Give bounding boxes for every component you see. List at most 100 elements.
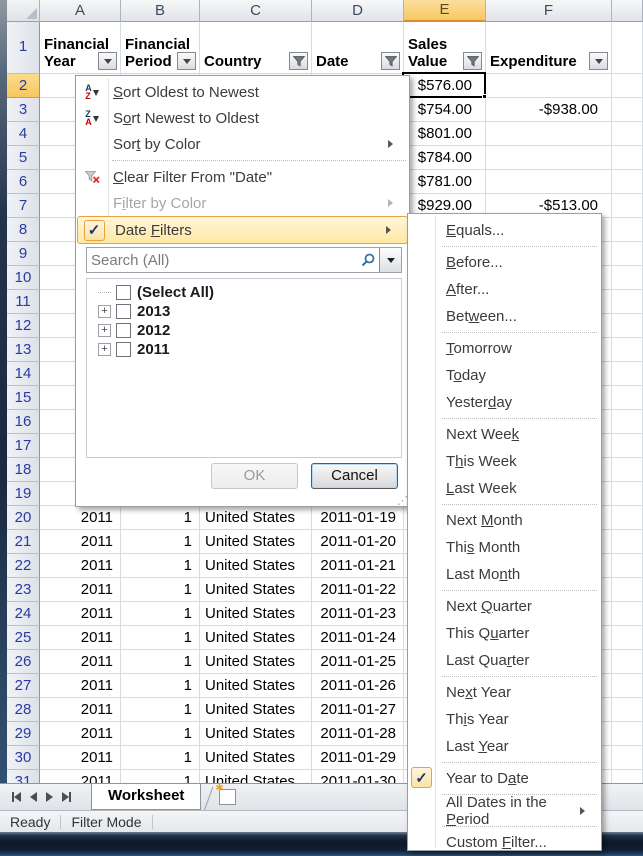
checkbox[interactable] <box>116 285 131 300</box>
tree-item-2011[interactable]: +2011 <box>87 340 401 359</box>
submenu-item-today[interactable]: Today <box>408 362 601 389</box>
row-header-1[interactable]: 1 <box>7 22 40 74</box>
submenu-item-this-week[interactable]: This Week <box>408 448 601 475</box>
cell-F6[interactable] <box>486 170 612 194</box>
search-input[interactable] <box>87 251 360 269</box>
menu-item-sort-newest-to-oldest[interactable]: Z A Sort Newest to Oldest <box>76 105 409 131</box>
cell-A28[interactable]: 2011 <box>40 698 121 722</box>
row-header-25[interactable]: 25 <box>7 626 40 650</box>
filter-button-D[interactable] <box>381 52 400 70</box>
insert-worksheet-button[interactable] <box>215 783 237 805</box>
fill-handle[interactable] <box>482 94 487 99</box>
cell-F2[interactable] <box>486 74 612 98</box>
cell-B30[interactable]: 1 <box>121 746 200 770</box>
row-header-16[interactable]: 16 <box>7 410 40 434</box>
cell-G24[interactable] <box>612 602 643 626</box>
submenu-item-next-quarter[interactable]: Next Quarter <box>408 593 601 620</box>
cancel-button[interactable]: Cancel <box>311 463 398 489</box>
cell-G5[interactable] <box>612 146 643 170</box>
submenu-item-last-week[interactable]: Last Week <box>408 475 601 502</box>
cell-G22[interactable] <box>612 554 643 578</box>
submenu-item-between[interactable]: Between... <box>408 303 601 330</box>
cell-G21[interactable] <box>612 530 643 554</box>
cell-B23[interactable]: 1 <box>121 578 200 602</box>
cell-D29[interactable]: 2011-01-28 <box>312 722 404 746</box>
row-header-20[interactable]: 20 <box>7 506 40 530</box>
cell-E4[interactable]: $801.00 <box>404 122 486 146</box>
cell-G13[interactable] <box>612 338 643 362</box>
cell-B24[interactable]: 1 <box>121 602 200 626</box>
menu-item-clear-filter-from-date[interactable]: Clear Filter From "Date" <box>76 164 409 190</box>
cell-B29[interactable]: 1 <box>121 722 200 746</box>
cell-A20[interactable]: 2011 <box>40 506 121 530</box>
row-header-6[interactable]: 6 <box>7 170 40 194</box>
cell-G11[interactable] <box>612 290 643 314</box>
sheet-tab-worksheet[interactable]: Worksheet <box>91 784 202 810</box>
cell-D25[interactable]: 2011-01-24 <box>312 626 404 650</box>
cell-F5[interactable] <box>486 146 612 170</box>
cell-D23[interactable]: 2011-01-22 <box>312 578 404 602</box>
row-header-12[interactable]: 12 <box>7 314 40 338</box>
cell-G28[interactable] <box>612 698 643 722</box>
cell-C27[interactable]: United States <box>200 674 312 698</box>
row-header-18[interactable]: 18 <box>7 458 40 482</box>
row-header-11[interactable]: 11 <box>7 290 40 314</box>
submenu-item-last-quarter[interactable]: Last Quarter <box>408 647 601 674</box>
submenu-item-next-year[interactable]: Next Year <box>408 679 601 706</box>
tab-scroll-prev-button[interactable] <box>30 792 37 802</box>
row-header-10[interactable]: 10 <box>7 266 40 290</box>
select-all-corner[interactable] <box>7 0 40 22</box>
submenu-item-next-week[interactable]: Next Week <box>408 421 601 448</box>
cell-F4[interactable] <box>486 122 612 146</box>
menu-item-sort-by-color[interactable]: Sort by Color <box>76 131 409 157</box>
cell-E3[interactable]: $754.00 <box>404 98 486 122</box>
cell-C20[interactable]: United States <box>200 506 312 530</box>
row-header-17[interactable]: 17 <box>7 434 40 458</box>
cell-A22[interactable]: 2011 <box>40 554 121 578</box>
row-header-23[interactable]: 23 <box>7 578 40 602</box>
cell-G15[interactable] <box>612 386 643 410</box>
submenu-item-before[interactable]: Before... <box>408 249 601 276</box>
header-cell-A1[interactable]: Financial Year <box>40 22 121 74</box>
header-cell-B1[interactable]: Financial Period <box>121 22 200 74</box>
cell-C22[interactable]: United States <box>200 554 312 578</box>
cell-G4[interactable] <box>612 122 643 146</box>
cell-D24[interactable]: 2011-01-23 <box>312 602 404 626</box>
column-header-D[interactable]: D <box>312 0 404 22</box>
header-cell-D1[interactable]: Date <box>312 22 404 74</box>
cell-G9[interactable] <box>612 242 643 266</box>
submenu-item-tomorrow[interactable]: Tomorrow <box>408 335 601 362</box>
submenu-item-this-month[interactable]: This Month <box>408 534 601 561</box>
cell-D28[interactable]: 2011-01-27 <box>312 698 404 722</box>
cell-G26[interactable] <box>612 650 643 674</box>
cell-D20[interactable]: 2011-01-19 <box>312 506 404 530</box>
tree-item-2012[interactable]: +2012 <box>87 321 401 340</box>
cell-C21[interactable]: United States <box>200 530 312 554</box>
column-header-A[interactable]: A <box>40 0 121 22</box>
tree-expander-icon[interactable]: + <box>98 305 111 318</box>
cell-D30[interactable]: 2011-01-29 <box>312 746 404 770</box>
submenu-item-yesterday[interactable]: Yesterday <box>408 389 601 416</box>
cell-D22[interactable]: 2011-01-21 <box>312 554 404 578</box>
submenu-item-this-year[interactable]: This Year <box>408 706 601 733</box>
row-header-14[interactable]: 14 <box>7 362 40 386</box>
cell-C28[interactable]: United States <box>200 698 312 722</box>
cell-G6[interactable] <box>612 170 643 194</box>
tree-item-select-all[interactable]: (Select All) <box>87 283 401 302</box>
cell-G18[interactable] <box>612 458 643 482</box>
cell-G30[interactable] <box>612 746 643 770</box>
submenu-item-last-year[interactable]: Last Year <box>408 733 601 760</box>
cell-A25[interactable]: 2011 <box>40 626 121 650</box>
column-header-B[interactable]: B <box>121 0 200 22</box>
column-header-F[interactable]: F <box>486 0 612 22</box>
submenu-item-next-month[interactable]: Next Month <box>408 507 601 534</box>
filter-button-E[interactable] <box>463 52 482 70</box>
cell-F3[interactable]: -$938.00 <box>486 98 612 122</box>
cell-C24[interactable]: United States <box>200 602 312 626</box>
cell-A21[interactable]: 2011 <box>40 530 121 554</box>
search-dropdown-button[interactable] <box>379 248 401 272</box>
checkbox[interactable] <box>116 342 131 357</box>
cell-G3[interactable] <box>612 98 643 122</box>
row-header-15[interactable]: 15 <box>7 386 40 410</box>
cell-A24[interactable]: 2011 <box>40 602 121 626</box>
